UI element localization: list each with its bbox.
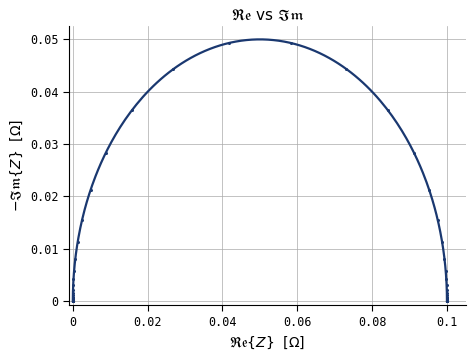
Title: $\mathfrak{Re}$ vs $\mathfrak{Im}$: $\mathfrak{Re}$ vs $\mathfrak{Im}$	[231, 8, 304, 24]
Y-axis label: $-\mathfrak{Im}\{Z\}$  $[\Omega]$: $-\mathfrak{Im}\{Z\}$ $[\Omega]$	[9, 119, 25, 213]
X-axis label: $\mathfrak{Re}\{Z\}$  $[\Omega]$: $\mathfrak{Re}\{Z\}$ $[\Omega]$	[229, 334, 306, 351]
